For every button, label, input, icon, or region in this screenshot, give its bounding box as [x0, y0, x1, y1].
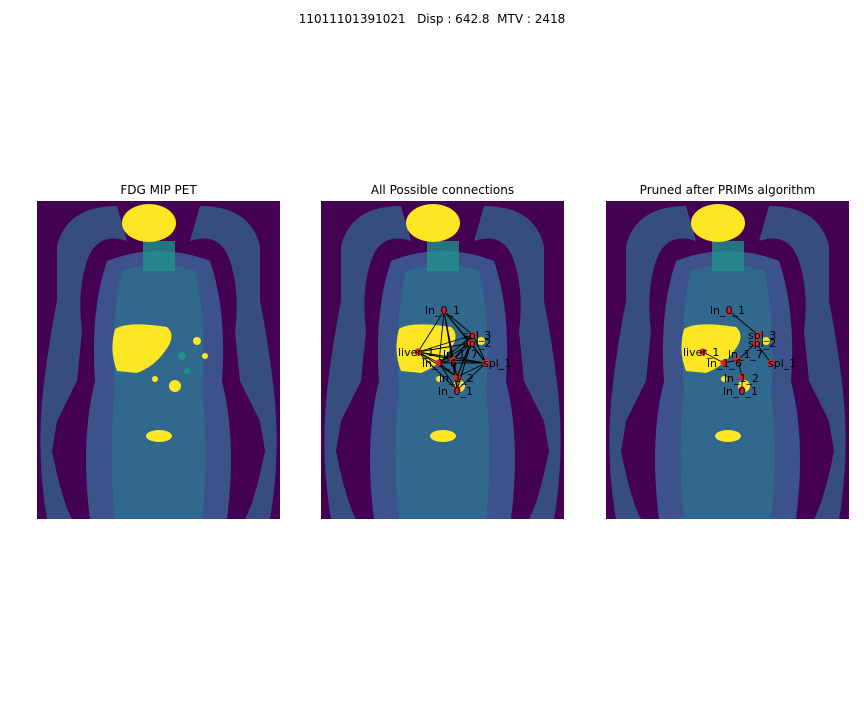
graph-node-label: ln_1_6: [707, 357, 742, 370]
graph-edge: [417, 334, 474, 353]
graph-node: [734, 356, 742, 364]
graph-node: [482, 359, 490, 367]
graph-node: [469, 331, 477, 339]
graph-edge: [702, 351, 725, 364]
graph-node: [738, 373, 746, 381]
graph-node-label: ln_1_2: [439, 372, 474, 385]
graph-node-label: ln_1_7: [443, 348, 478, 361]
graph-node: [449, 356, 457, 364]
graph-node-label: ln_1_2: [724, 372, 759, 385]
graph-edge: [472, 334, 487, 364]
graph-edge: [438, 310, 445, 364]
graph-node-label: spl_3: [748, 329, 776, 342]
graph-node-label: liver_1: [683, 346, 719, 359]
graph-node: [720, 359, 728, 367]
panel-1-title: FDG MIP PET: [120, 183, 197, 197]
graph-node: [435, 359, 443, 367]
graph-node: [699, 348, 707, 356]
graph-node: [453, 373, 461, 381]
graph-edge: [728, 310, 759, 336]
graph-edge: [456, 342, 472, 378]
graph-node-label: spl_3: [463, 329, 491, 342]
graph-edge: [417, 310, 445, 353]
graph-edge: [456, 342, 472, 391]
graph-node: [440, 307, 448, 315]
graph-node-label: spl_1: [483, 357, 511, 370]
graph-node-label: spl_1: [768, 357, 796, 370]
graph-edge: [417, 342, 472, 353]
graph-edge: [456, 362, 487, 378]
graph-node-label: spl_2: [748, 337, 776, 350]
pet-body-image: [606, 201, 849, 519]
graph-node-label: ln_0_1: [425, 304, 460, 317]
panel-2-title: All Possible connections: [370, 183, 515, 197]
graph-edge: [737, 342, 757, 361]
graph-edge: [438, 342, 472, 364]
graph-edge: [452, 359, 487, 364]
graph-node: [467, 339, 475, 347]
graph-edge: [438, 362, 458, 378]
graph-edge: [470, 342, 487, 364]
graph-node: [738, 386, 746, 394]
graph-node-label: liver_1: [398, 346, 434, 359]
graph-edge: [452, 342, 472, 361]
graph-node-label: ln_1_6: [422, 357, 457, 370]
graph-node-label: ln_0_1: [710, 304, 745, 317]
pet-body-image: [37, 201, 280, 519]
panel-3-title: Pruned after PRIMs algorithm: [639, 183, 816, 197]
graph-edge: [417, 351, 458, 391]
graph-edge: [755, 342, 772, 364]
graph-node: [767, 359, 775, 367]
graph-edge: [443, 310, 474, 336]
graph-node: [414, 348, 422, 356]
panel-fdg-mip-pet: [37, 201, 280, 519]
graph-edge: [438, 362, 458, 391]
graph-node-label: spl_2: [463, 337, 491, 350]
figure-title: 11011101391021 Disp : 642.8 MTV : 2418: [298, 12, 566, 26]
graph-node-label: ln_1_7: [728, 348, 763, 361]
graph-node-label: ln_0_1: [723, 385, 758, 398]
graph-node-label: ln_0_1: [438, 385, 473, 398]
graph-node: [754, 331, 762, 339]
graph-node: [752, 339, 760, 347]
graph-edge: [456, 362, 487, 391]
graph-node: [453, 386, 461, 394]
graph-node: [725, 307, 733, 315]
